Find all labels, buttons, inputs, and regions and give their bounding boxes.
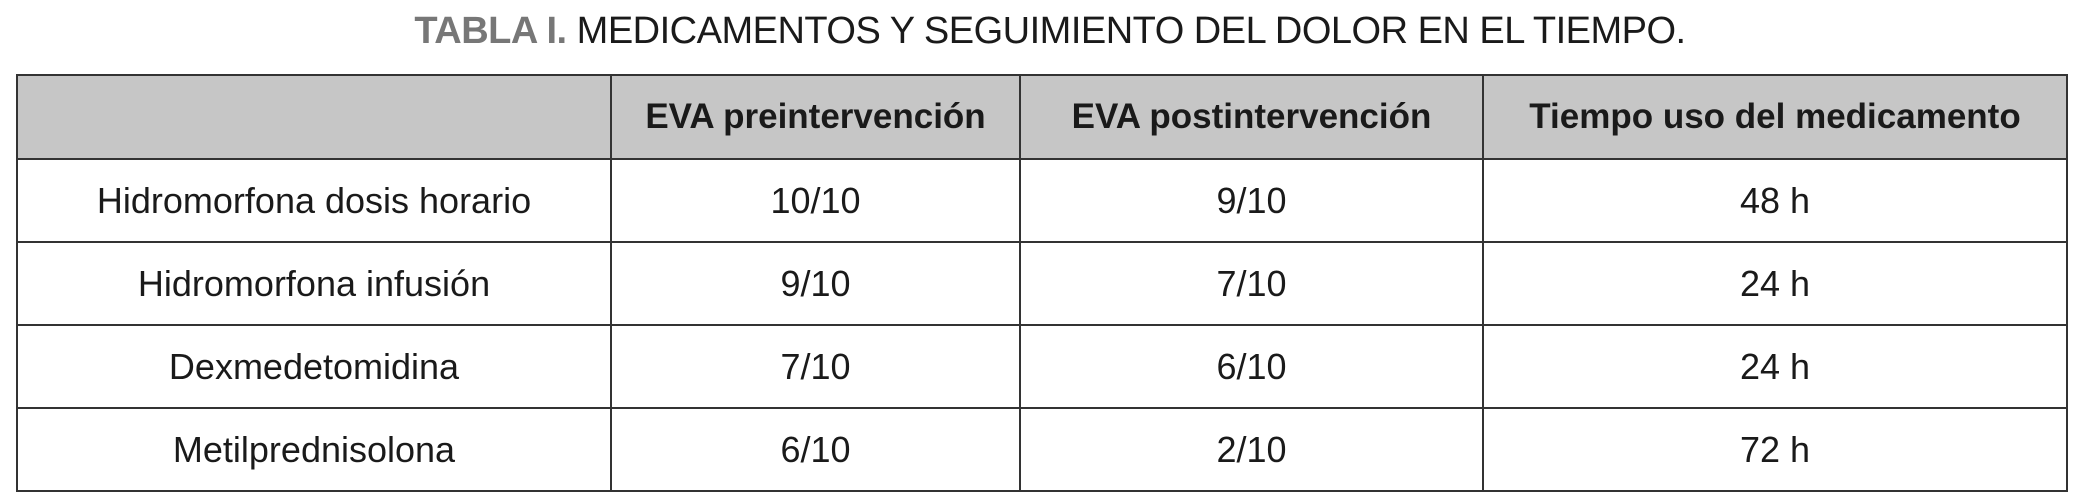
eva-pre: 6/10 xyxy=(610,407,1021,492)
medication-name: Hidromorfona infusión xyxy=(16,241,612,326)
header-eva-post: EVA postintervención xyxy=(1019,74,1484,160)
medication-name: Hidromorfona dosis horario xyxy=(16,158,612,243)
usage-time: 48 h xyxy=(1482,158,2068,243)
table-row: Metilprednisolona 6/10 2/10 72 h xyxy=(16,407,2068,492)
usage-time: 72 h xyxy=(1482,407,2068,492)
usage-time: 24 h xyxy=(1482,241,2068,326)
table-caption: MEDICAMENTOS Y SEGUIMIENTO DEL DOLOR EN … xyxy=(576,10,1686,52)
eva-post: 6/10 xyxy=(1019,324,1484,409)
usage-time: 24 h xyxy=(1482,324,2068,409)
eva-post: 9/10 xyxy=(1019,158,1484,243)
eva-post: 7/10 xyxy=(1019,241,1484,326)
header-usage-time: Tiempo uso del medicamento xyxy=(1482,74,2068,160)
table-row: Hidromorfona infusión 9/10 7/10 24 h xyxy=(16,241,2068,326)
header-empty xyxy=(16,74,612,160)
medication-name: Dexmedetomidina xyxy=(16,324,612,409)
table-title: TABLA I. MEDICAMENTOS Y SEGUIMIENTO DEL … xyxy=(0,10,2100,53)
eva-pre: 9/10 xyxy=(610,241,1021,326)
table-row: Dexmedetomidina 7/10 6/10 24 h xyxy=(16,324,2068,409)
header-row: EVA preintervención EVA postintervención… xyxy=(16,74,2068,160)
eva-pre: 7/10 xyxy=(610,324,1021,409)
table-number: TABLA I. xyxy=(414,10,567,52)
table-row: Hidromorfona dosis horario 10/10 9/10 48… xyxy=(16,158,2068,243)
eva-post: 2/10 xyxy=(1019,407,1484,492)
medication-table: EVA preintervención EVA postintervención… xyxy=(16,74,2068,492)
medication-name: Metilprednisolona xyxy=(16,407,612,492)
header-eva-pre: EVA preintervención xyxy=(610,74,1021,160)
eva-pre: 10/10 xyxy=(610,158,1021,243)
